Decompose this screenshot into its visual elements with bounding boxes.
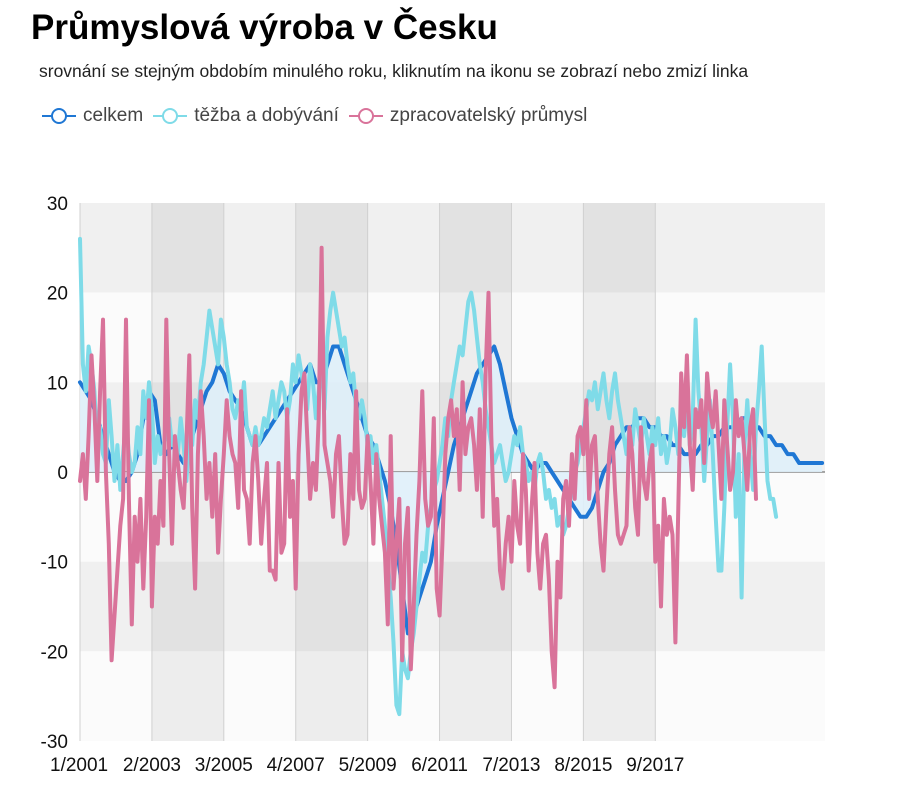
legend: celkem těžba a dobývání zpracovatelský p…	[42, 104, 587, 128]
x-tick-label: 6/2011	[411, 755, 468, 776]
x-tick-label: 3/2005	[195, 755, 253, 776]
x-tick-label: 9/2017	[626, 755, 684, 776]
chart-subtitle: srovnání se stejným obdobím minulého rok…	[39, 61, 749, 81]
series-line-celkem	[78, 344, 825, 636]
legend-line-marker-icon	[153, 108, 188, 124]
plot-band	[80, 651, 825, 741]
x-tick-label: 1/2001	[50, 755, 108, 776]
x-tick-label: 4/2007	[267, 755, 325, 776]
x-tick-label: 7/2013	[482, 755, 540, 776]
y-tick-label: 10	[47, 373, 68, 394]
legend-item-tezba[interactable]: těžba a dobývání	[153, 105, 339, 127]
x-tick-label: 2/2003	[123, 755, 181, 776]
legend-item-celkem[interactable]: celkem	[42, 105, 143, 127]
y-tick-label: -10	[41, 553, 68, 574]
plot-band	[80, 203, 825, 293]
y-tick-label: 30	[47, 194, 68, 215]
chart-title: Průmyslová výroba v Česku	[31, 8, 498, 47]
legend-label: zpracovatelský průmysl	[389, 105, 588, 126]
legend-label: celkem	[83, 105, 144, 126]
legend-line-marker-icon	[42, 108, 76, 124]
plot-band	[80, 561, 825, 652]
y-tick-label: 20	[47, 284, 68, 305]
x-tick-label: 8/2015	[554, 755, 612, 776]
x-tick-label: 5/2009	[339, 755, 397, 776]
y-tick-label: -30	[41, 732, 68, 753]
y-tick-label: 0	[57, 463, 68, 484]
y-tick-label: -20	[41, 642, 68, 663]
legend-line-marker-icon	[348, 108, 383, 124]
legend-item-zpracovatelsky[interactable]: zpracovatelský průmysl	[348, 105, 588, 127]
series-line-zpracovatelsky	[78, 245, 758, 690]
legend-label: těžba a dobývání	[194, 105, 339, 126]
